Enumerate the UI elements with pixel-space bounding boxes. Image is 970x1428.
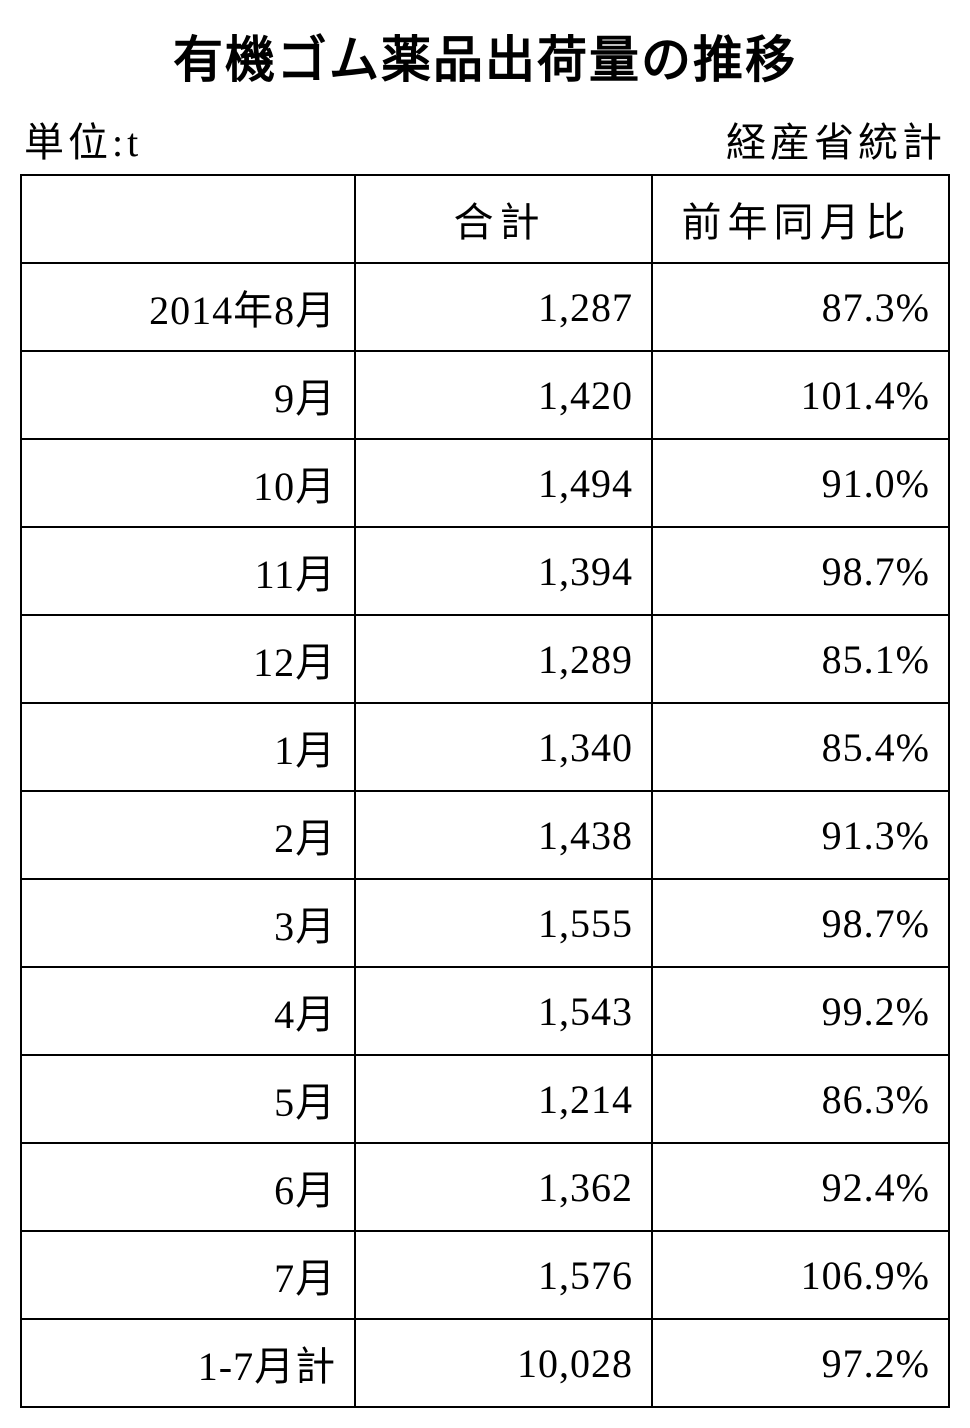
data-table: 合計 前年同月比 2014年8月 1,287 87.3% 9月 1,420 10… (20, 174, 950, 1408)
cell-period: 7月 (21, 1231, 355, 1319)
cell-total: 1,340 (355, 703, 652, 791)
cell-period: 11月 (21, 527, 355, 615)
table-row: 11月 1,394 98.7% (21, 527, 949, 615)
table-row: 1-7月計 10,028 97.2% (21, 1319, 949, 1407)
cell-total: 1,362 (355, 1143, 652, 1231)
table-row: 2014年8月 1,287 87.3% (21, 263, 949, 351)
table-body: 2014年8月 1,287 87.3% 9月 1,420 101.4% 10月 … (21, 263, 949, 1407)
cell-total: 1,555 (355, 879, 652, 967)
cell-total: 1,287 (355, 263, 652, 351)
table-row: 9月 1,420 101.4% (21, 351, 949, 439)
cell-yoy: 86.3% (652, 1055, 949, 1143)
cell-yoy: 92.4% (652, 1143, 949, 1231)
cell-yoy: 85.4% (652, 703, 949, 791)
page-title: 有機ゴム薬品出荷量の推移 (20, 20, 950, 92)
table-row: 6月 1,362 92.4% (21, 1143, 949, 1231)
table-header-row: 合計 前年同月比 (21, 175, 949, 263)
cell-total: 1,214 (355, 1055, 652, 1143)
table-row: 7月 1,576 106.9% (21, 1231, 949, 1319)
cell-total: 1,394 (355, 527, 652, 615)
cell-total: 1,289 (355, 615, 652, 703)
col-header-total: 合計 (355, 175, 652, 263)
cell-total: 1,438 (355, 791, 652, 879)
cell-period: 5月 (21, 1055, 355, 1143)
subheading-row: 単位:t 経産省統計 (24, 110, 946, 168)
cell-yoy: 99.2% (652, 967, 949, 1055)
cell-yoy: 98.7% (652, 527, 949, 615)
cell-yoy: 87.3% (652, 263, 949, 351)
page-container: 有機ゴム薬品出荷量の推移 単位:t 経産省統計 合計 前年同月比 2014年8月… (0, 0, 970, 1428)
cell-total: 10,028 (355, 1319, 652, 1407)
table-row: 12月 1,289 85.1% (21, 615, 949, 703)
source-label: 経産省統計 (726, 110, 946, 168)
cell-period: 1-7月計 (21, 1319, 355, 1407)
cell-yoy: 101.4% (652, 351, 949, 439)
cell-period: 12月 (21, 615, 355, 703)
col-header-period (21, 175, 355, 263)
cell-yoy: 97.2% (652, 1319, 949, 1407)
cell-period: 4月 (21, 967, 355, 1055)
cell-period: 3月 (21, 879, 355, 967)
cell-period: 2014年8月 (21, 263, 355, 351)
table-row: 3月 1,555 98.7% (21, 879, 949, 967)
cell-total: 1,494 (355, 439, 652, 527)
cell-total: 1,420 (355, 351, 652, 439)
cell-total: 1,576 (355, 1231, 652, 1319)
unit-label: 単位:t (24, 110, 142, 168)
cell-yoy: 98.7% (652, 879, 949, 967)
table-row: 2月 1,438 91.3% (21, 791, 949, 879)
table-row: 5月 1,214 86.3% (21, 1055, 949, 1143)
col-header-yoy: 前年同月比 (652, 175, 949, 263)
table-row: 4月 1,543 99.2% (21, 967, 949, 1055)
cell-period: 2月 (21, 791, 355, 879)
cell-yoy: 106.9% (652, 1231, 949, 1319)
cell-period: 9月 (21, 351, 355, 439)
cell-yoy: 85.1% (652, 615, 949, 703)
table-row: 1月 1,340 85.4% (21, 703, 949, 791)
table-row: 10月 1,494 91.0% (21, 439, 949, 527)
cell-period: 1月 (21, 703, 355, 791)
cell-yoy: 91.0% (652, 439, 949, 527)
cell-total: 1,543 (355, 967, 652, 1055)
cell-yoy: 91.3% (652, 791, 949, 879)
cell-period: 10月 (21, 439, 355, 527)
cell-period: 6月 (21, 1143, 355, 1231)
